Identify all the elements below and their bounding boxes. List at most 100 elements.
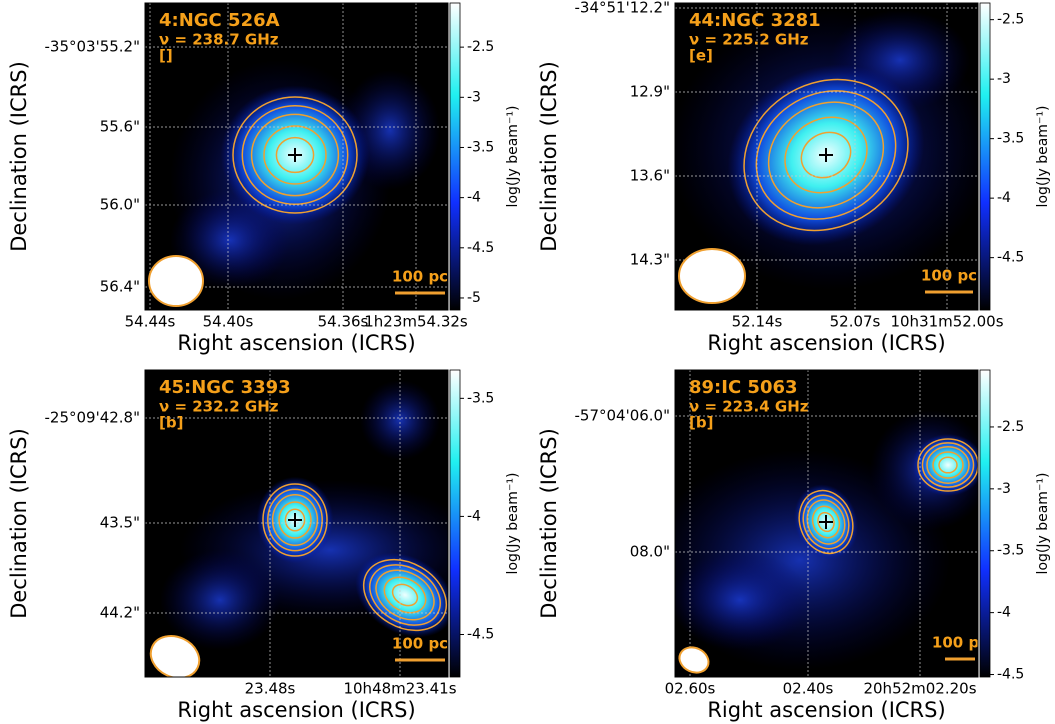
colorbar-label: log(Jy beam⁻¹) (505, 473, 521, 575)
x-tick-label: 54.40s (203, 313, 254, 331)
tag: [b] (689, 414, 713, 432)
panel-title: 89:IC 5063 (689, 377, 798, 398)
contour (271, 494, 319, 546)
frame (674, 369, 979, 678)
y-tick-label: -34°51'12.2" (574, 0, 670, 17)
y-tick-label: 44.2" (100, 604, 140, 622)
scale-label: 100 pc (392, 635, 448, 653)
tag: [e] (689, 47, 713, 65)
x-tick-label: 20h52m02.20s (863, 680, 976, 698)
contour (369, 564, 441, 626)
scale-label: 100 pc (921, 267, 977, 285)
y-axis-label: Declination (ICRS) (7, 428, 31, 619)
frame (144, 369, 449, 678)
x-axis-label: Right ascension (ICRS) (177, 331, 415, 355)
contour (278, 501, 312, 539)
contour (802, 494, 850, 550)
colorbar-tick-label: -4 (997, 605, 1011, 621)
contour (926, 446, 970, 484)
colorbar-tick-label: -4 (467, 508, 481, 524)
x-tick-label: 54.36s (318, 313, 369, 331)
contour (362, 558, 448, 632)
colorbar-tick-label: -4.5 (467, 240, 494, 256)
contour (755, 90, 897, 220)
scale-label: 100 pc (932, 634, 988, 652)
frequency: ν = 225.2 GHz (689, 31, 809, 49)
contour (241, 104, 349, 206)
beam (149, 635, 201, 677)
y-tick-label: 56.0" (100, 196, 140, 214)
frame (144, 2, 449, 311)
contour (767, 101, 885, 209)
cross (288, 513, 302, 527)
y-tick-label: -57°04'06.0" (574, 407, 670, 425)
tag: [] (159, 47, 173, 65)
contour (375, 569, 435, 621)
y-tick-label: -35°03'55.2" (44, 38, 140, 56)
panel-title: 44:NGC 3281 (689, 10, 821, 31)
frame (674, 2, 979, 311)
contour (383, 576, 427, 614)
panel-title: 45:NGC 3393 (159, 377, 291, 398)
source (912, 433, 978, 497)
x-tick-label: 1h23m54.32s (364, 313, 468, 331)
colorbar-tick-label: -3.5 (997, 131, 1024, 147)
x-axis-label: Right ascension (ICRS) (177, 698, 415, 722)
contour (250, 113, 340, 197)
cross (819, 148, 833, 162)
colorbar-tick-label: -3 (997, 481, 1011, 497)
colorbar-tick-label: -2.5 (467, 39, 494, 55)
x-tick-label: 23.48s (245, 680, 296, 698)
colorbar (449, 369, 461, 678)
contour (932, 451, 964, 479)
colorbar-label: log(Jy beam⁻¹) (1035, 473, 1051, 575)
frequency: ν = 223.4 GHz (689, 398, 809, 416)
x-tick-label: 10h48m23.41s (343, 680, 456, 698)
colorbar-tick-label: -3 (997, 71, 1011, 87)
x-tick-label: 52.14s (732, 313, 783, 331)
x-tick-label: 54.44s (125, 313, 176, 331)
y-tick-label: 43.5" (100, 514, 140, 532)
y-axis-label: Declination (ICRS) (537, 428, 561, 619)
tag: [b] (159, 414, 183, 432)
colorbar-tick-label: -5 (467, 290, 481, 306)
colorbar-tick-label: -4.5 (997, 667, 1024, 683)
x-tick-label: 02.40s (783, 680, 834, 698)
beam (678, 248, 746, 304)
contour (806, 499, 846, 545)
x-axis-label: Right ascension (ICRS) (707, 331, 945, 355)
cross (288, 148, 302, 162)
y-tick-label: -25°09'42.8" (44, 409, 140, 427)
beam (148, 255, 204, 307)
y-tick-label: 14.3" (630, 251, 670, 269)
y-axis-label: Declination (ICRS) (7, 61, 31, 252)
colorbar (979, 2, 991, 311)
contour (262, 483, 328, 557)
colorbar-tick-label: -3 (467, 89, 481, 105)
scale-label: 100 pc (392, 268, 448, 286)
contour (267, 488, 323, 552)
contour (811, 505, 841, 539)
x-tick-label: 10h31m52.00s (890, 313, 1003, 331)
emission (160, 550, 280, 650)
y-tick-label: 12.9" (630, 83, 670, 101)
y-axis-label: Declination (ICRS) (537, 61, 561, 252)
colorbar-tick-label: -2.5 (997, 12, 1024, 28)
contour (938, 456, 958, 474)
x-tick-label: 52.07s (830, 313, 881, 331)
contour (817, 511, 835, 533)
frequency: ν = 238.7 GHz (159, 31, 279, 49)
colorbar (449, 2, 461, 311)
y-tick-label: 55.6" (100, 118, 140, 136)
colorbar-tick-label: -4 (997, 190, 1011, 206)
contour (284, 508, 306, 532)
